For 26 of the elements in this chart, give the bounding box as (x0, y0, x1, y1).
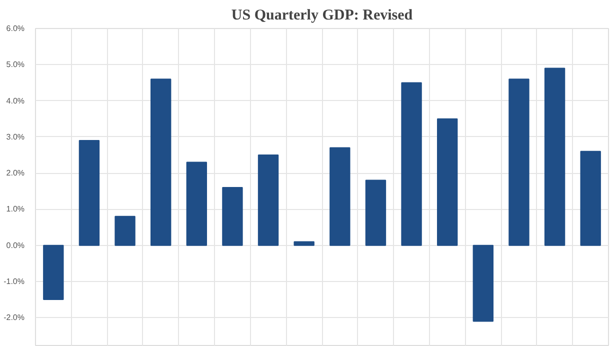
y-tick-label: 0.0% (6, 240, 24, 250)
bar (472, 244, 494, 322)
bar (294, 241, 314, 246)
bar (258, 154, 279, 246)
y-tick-label: 1.0% (6, 204, 24, 214)
y-tick-label: 2.0% (6, 168, 24, 178)
bar (114, 216, 136, 246)
bar (150, 78, 172, 246)
bar (43, 244, 64, 300)
y-tick-label: 5.0% (6, 60, 24, 70)
bar (222, 187, 243, 246)
bar (436, 118, 458, 246)
bar (580, 150, 601, 246)
bar (508, 78, 530, 246)
bar (78, 140, 100, 246)
y-tick-label: 3.0% (6, 132, 24, 142)
bar (401, 82, 422, 246)
y-tick-label: 6.0% (6, 24, 24, 33)
y-tick-label: -1.0% (4, 276, 25, 286)
bar (186, 162, 208, 246)
chart-title: US Quarterly GDP: Revised (231, 8, 414, 24)
bar (365, 180, 386, 246)
bar (544, 68, 566, 246)
y-tick-label: -2.0% (4, 313, 25, 322)
bar (330, 147, 350, 246)
y-tick-label: 4.0% (6, 96, 24, 106)
